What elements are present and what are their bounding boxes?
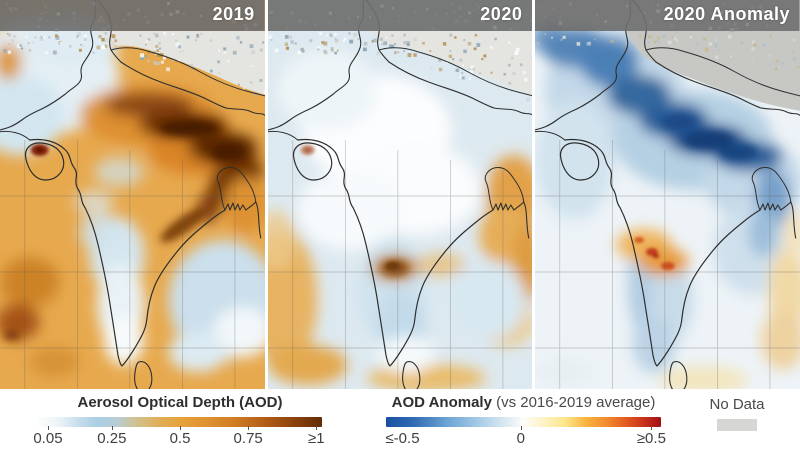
panel-title-2020: 2020 (480, 4, 523, 24)
colorbar-tick-label: ≥1 (308, 430, 325, 447)
map-panel-2019: 2019 (0, 0, 265, 389)
no-data-label: No Data (709, 396, 765, 413)
colorbar-tick-mark (180, 426, 181, 430)
colorbar-tick-mark (248, 426, 250, 430)
colorbar-tick-label: ≤-0.5 (385, 430, 420, 447)
colorbar-tick-label: 0 (516, 430, 525, 447)
map-2019-image (0, 0, 265, 389)
colorbar-tick-mark (47, 426, 49, 430)
anomaly-colorbar-ticks: ≤-0.5 0 ≥0.5 (385, 426, 666, 449)
map-2020-anomaly-image (535, 0, 800, 389)
anomaly-legend-title: AOD Anomaly (vs 2016-2019 average) (386, 394, 661, 411)
aod-legend: Aerosol Optical Depth (AOD) 0.05 0.25 0.5 0… (33, 389, 325, 450)
no-data-swatch (717, 419, 757, 431)
colorbar-tick-mark (316, 426, 318, 430)
map-row: 2019 (0, 0, 800, 389)
colorbar-tick-mark (520, 426, 522, 430)
aod-colorbar-ticks: 0.05 0.25 0.5 0.75 ≥1 (33, 426, 325, 449)
aod-legend-title: Aerosol Optical Depth (AOD) (77, 394, 283, 411)
colorbar-tick-mark (651, 426, 653, 430)
colorbar-tick-label: 0.5 (169, 430, 191, 447)
colorbar-tick-label: 0.05 (33, 430, 63, 447)
map-panel-2020-anomaly: 2020 Anomaly (535, 0, 800, 389)
anomaly-colorbar (386, 417, 661, 427)
map-2020-image (267, 0, 533, 389)
aod-colorbar (38, 417, 322, 427)
panel-title-2019: 2019 (212, 4, 255, 24)
anomaly-legend-title-bold: AOD Anomaly (391, 394, 492, 411)
anomaly-legend: AOD Anomaly (vs 2016-2019 average) ≤-0.5… (385, 389, 666, 450)
panel-title-2020-anomaly: 2020 Anomaly (663, 4, 791, 24)
legend-row: Aerosol Optical Depth (AOD) 0.05 0.25 0.5 0… (0, 389, 800, 450)
colorbar-tick-label: 0.75 (233, 430, 263, 447)
colorbar-tick-label: ≥0.5 (636, 430, 666, 447)
map-panel-2020: 2020 (267, 0, 533, 389)
colorbar-tick-label: 0.25 (97, 430, 127, 447)
colorbar-tick-mark (111, 426, 113, 430)
no-data-legend: No Data (697, 389, 777, 450)
anomaly-legend-title-note: (vs 2016-2019 average) (491, 394, 656, 411)
